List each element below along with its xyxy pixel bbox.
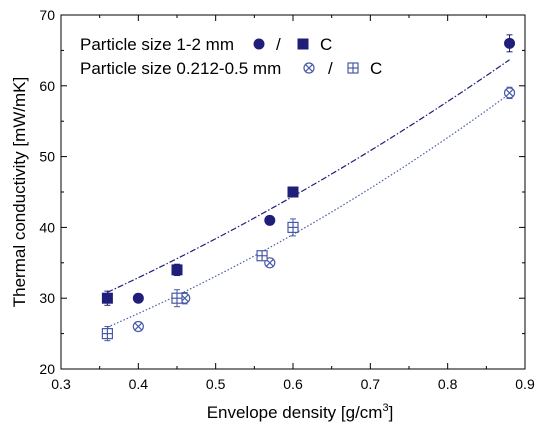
- x-tick-label: 0.6: [283, 376, 303, 392]
- legend-compressed-label-1: C: [320, 35, 332, 54]
- x-axis-title-main: Envelope density [g/cm: [207, 403, 383, 422]
- data-point-series-1: [264, 214, 276, 226]
- data-point-series-4: [101, 328, 114, 340]
- marker-shape: [504, 37, 516, 49]
- axis-ticks: 0.3 0.4 0.5 0.6 0.7 0.8 0.9 20 30 40 50 60 70: [39, 7, 535, 392]
- legend-separator-2: /: [328, 59, 333, 78]
- y-axis-title: Thermal conductivity [mW/mK]: [10, 77, 29, 308]
- data-point-series-2: [101, 292, 113, 304]
- marker-cross: [305, 64, 313, 72]
- marker-shape: [171, 264, 183, 276]
- marker-shape: [297, 38, 309, 50]
- legend-marker-2: [297, 38, 309, 50]
- marker-shape: [253, 38, 265, 50]
- marker-shape: [264, 214, 276, 226]
- legend-compressed-label-2: C: [370, 59, 382, 78]
- y-tick-label: 30: [39, 290, 55, 306]
- marker-shape: [132, 292, 144, 304]
- x-tick-label: 0.7: [361, 376, 381, 392]
- y-tick-label: 20: [39, 361, 55, 377]
- marker-cross: [265, 258, 274, 267]
- x-tick-label: 0.3: [51, 376, 71, 392]
- x-tick-label: 0.9: [515, 376, 535, 392]
- marker-cross: [505, 88, 514, 97]
- marker-cross: [134, 322, 143, 331]
- legend-marker-crossed-circle: [303, 62, 315, 74]
- y-tick-label: 40: [39, 219, 55, 235]
- data-point-series-2: [171, 264, 183, 276]
- data-point-series-1: [504, 37, 516, 49]
- legend-label-2: Particle size 0.212-0.5 mm: [80, 59, 281, 78]
- legend-marker-crossed-square: [347, 62, 359, 74]
- y-tick-label: 50: [39, 149, 55, 165]
- x-tick-label: 0.4: [129, 376, 149, 392]
- y-tick-label: 70: [39, 7, 55, 23]
- data-point-series-4: [171, 292, 183, 304]
- x-tick-label: 0.5: [206, 376, 226, 392]
- legend-marker-filled-square: [297, 38, 309, 50]
- data-point-series-3: [503, 87, 516, 99]
- data-markers: [101, 34, 516, 342]
- legend-marker-filled-circle: [253, 38, 265, 50]
- data-point-series-3: [132, 320, 144, 333]
- marker-shape: [287, 186, 299, 198]
- data-point-series-4: [256, 250, 268, 262]
- legend-marker-4: [347, 62, 359, 74]
- x-axis-title: Envelope density [g/cm3]: [207, 402, 394, 422]
- legend: Particle size 1-2 mm / C Particle size 0…: [80, 35, 382, 78]
- legend-marker-3: [303, 62, 315, 74]
- x-axis-title-superscript: 3: [382, 402, 388, 414]
- data-point-series-2: [287, 186, 299, 198]
- y-tick-label: 60: [39, 78, 55, 94]
- legend-marker-1: [253, 38, 265, 50]
- fit-curve-1: [107, 59, 510, 293]
- marker-shape: [101, 292, 113, 304]
- legend-separator-1: /: [276, 35, 281, 54]
- x-tick-label: 0.8: [438, 376, 458, 392]
- x-axis-title-suffix: ]: [389, 403, 394, 422]
- data-point-series-1: [132, 292, 144, 304]
- data-point-series-4: [287, 221, 299, 233]
- legend-label-1: Particle size 1-2 mm: [80, 35, 234, 54]
